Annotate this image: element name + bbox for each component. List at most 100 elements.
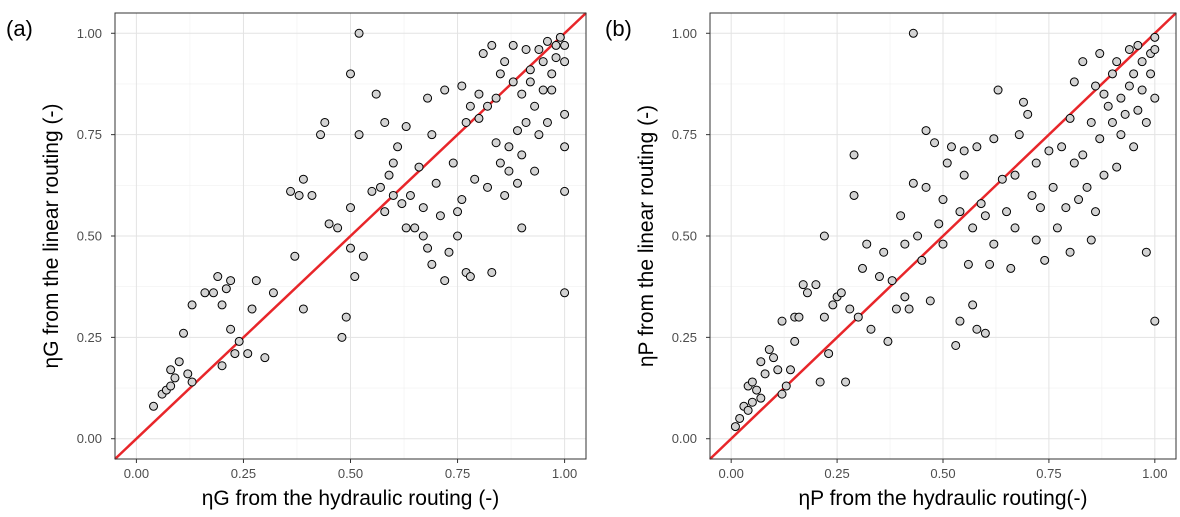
panel-b-data-point — [1099, 170, 1109, 180]
panel-b-data-point — [1065, 247, 1075, 257]
panel-b-data-point — [951, 340, 961, 350]
panel-a-data-point — [444, 247, 454, 257]
panel-a-data-point — [333, 223, 343, 233]
panel-a-data-point — [423, 93, 433, 103]
panel-b-data-point — [968, 223, 978, 233]
panel-a-data-point — [547, 85, 557, 95]
panel-a-data-point — [187, 377, 197, 387]
panel-a-data-point — [474, 89, 484, 99]
panel-a-data-point — [465, 272, 475, 282]
panel-a-y-ticks: 0.00 0.25 0.50 0.75 1.00 — [77, 26, 115, 446]
panel-b-data-point — [735, 413, 745, 423]
panel-b-data-point — [1040, 255, 1050, 265]
panel-a-data-point — [470, 174, 480, 184]
panel-b-data-point — [1006, 263, 1016, 273]
panel-a-data-point — [555, 32, 565, 42]
panel-a-x-tick-label: 0.25 — [231, 466, 256, 481]
panel-a-data-point — [560, 288, 570, 298]
panel-a-data-point — [401, 122, 411, 132]
panel-a-data-point — [221, 284, 231, 294]
panel-b-data-point — [756, 393, 766, 403]
panel-a-data-point — [346, 203, 355, 213]
panel-b-y-tick-label: 0.25 — [672, 330, 697, 345]
panel-a-y-axis-title: ηG from the linear routing (-) — [40, 104, 63, 369]
panel-a-data-point — [208, 288, 218, 298]
panel-a-data-point — [431, 178, 441, 188]
panel-b-data-point — [802, 288, 812, 298]
panel-a-data-point — [393, 142, 403, 152]
panel-a-data-point — [517, 223, 527, 233]
panel-b-data-point — [841, 377, 851, 387]
panel-b-data-point — [972, 324, 982, 334]
panel-a-data-point — [560, 142, 570, 152]
panel-b-data-point — [1035, 203, 1045, 213]
panel-a-data-point — [427, 130, 437, 140]
panel-b-data-point — [997, 174, 1007, 184]
panel-a-data-point — [290, 251, 300, 261]
panel-b-x-tick-label: 0.50 — [930, 466, 955, 481]
panel-b-data-point — [790, 336, 800, 346]
panel-a-data-point — [358, 251, 368, 261]
panel-a-data-point — [538, 57, 548, 67]
panel-b-data-point — [811, 280, 821, 290]
panel-b-data-point — [925, 296, 935, 306]
panel-a-data-point — [547, 69, 557, 79]
panel-a-data-point — [149, 401, 159, 411]
panel-a-data-point — [491, 93, 501, 103]
panel-a-y-tick-label: 0.25 — [77, 330, 102, 345]
panel-b-data-point — [908, 28, 918, 38]
panel-a-data-point — [551, 40, 561, 50]
panel-a-data-point — [388, 190, 398, 200]
panel-b-y-tick-label: 1.00 — [672, 26, 697, 41]
panel-a-data-point — [500, 57, 510, 67]
panel-b-data-point — [781, 381, 791, 391]
panel-a-data-point — [525, 77, 535, 87]
panel-b-data-point — [955, 207, 965, 217]
panel-b-data-point — [752, 385, 762, 395]
panel-b-data-point — [815, 377, 825, 387]
panel-b-data-point — [1078, 150, 1088, 160]
panel-a-data-point — [187, 300, 197, 310]
panel-b-data-point — [1069, 77, 1079, 87]
panel-a-data-point — [200, 288, 210, 298]
panel-a-data-point — [538, 85, 548, 95]
panel-b-y-tick-label: 0.50 — [672, 229, 697, 244]
panel-a-data-point — [521, 44, 531, 54]
panel-b-data-point — [747, 397, 757, 407]
panel-b-data-point — [794, 312, 804, 322]
panel-b-data-point — [1031, 235, 1041, 245]
panel-b-data-point — [1150, 32, 1160, 42]
panel-b-data-point — [845, 304, 855, 314]
panel-a-data-point — [435, 211, 445, 221]
panel-a-data-point — [560, 109, 570, 119]
panel-b-data-point — [777, 389, 787, 399]
panel-b-data-point — [1086, 117, 1096, 127]
panel-a-data-point — [508, 40, 518, 50]
panel-a-data-point — [260, 353, 270, 363]
panel-b: (b) 0.00 0.25 0.50 0.75 1.00 0.00 0.25 0.50 0.7… — [605, 12, 1177, 510]
panel-a-data-point — [440, 276, 450, 286]
panel-a: (a) 0.00 0.25 0.50 0.75 1.00 0.00 0.25 0.50 0.7… — [6, 12, 587, 510]
panel-a-data-point — [491, 138, 501, 148]
panel-a-data-point — [230, 349, 240, 359]
panel-b-data-point — [930, 138, 940, 148]
panel-a-data-point — [461, 117, 471, 127]
panel-b-data-point — [1133, 40, 1143, 50]
panel-a-x-tick-label: 1.00 — [552, 466, 577, 481]
panel-b-data-point — [1057, 142, 1067, 152]
panel-a-data-point — [457, 195, 467, 205]
panel-a-data-point — [354, 28, 364, 38]
panel-b-data-point — [1099, 89, 1109, 99]
panel-b-data-point — [917, 255, 927, 265]
panel-a-data-point — [551, 53, 561, 63]
panel-b-label: (b) — [605, 16, 632, 41]
panel-b-data-point — [908, 178, 918, 188]
panel-b-data-point — [1095, 49, 1105, 59]
panel-a-data-point — [418, 231, 428, 241]
panel-b-data-point — [1107, 117, 1117, 127]
panel-a-data-point — [298, 174, 308, 184]
panel-b-data-point — [773, 365, 783, 375]
panel-a-data-point — [213, 272, 223, 282]
panel-b-data-point — [972, 142, 982, 152]
panel-b-data-point — [980, 211, 990, 221]
